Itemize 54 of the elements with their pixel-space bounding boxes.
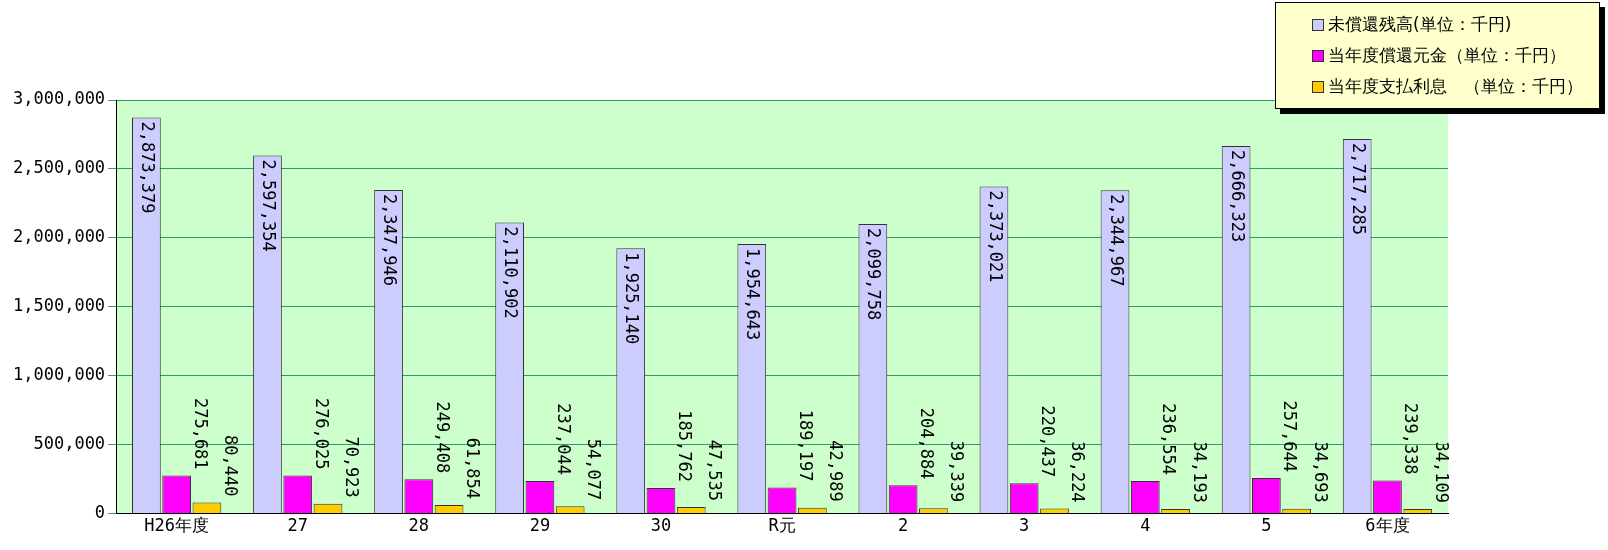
data-label: 2,373,021 [985, 190, 1006, 283]
x-tick-label: 30 [650, 515, 672, 536]
data-label: 1,925,140 [622, 252, 643, 345]
y-tick-label: 2,000,000 [12, 226, 106, 247]
data-label: 34,109 [1431, 441, 1452, 503]
x-tick-label: 27 [287, 515, 308, 536]
x-tick-label: 2 [898, 515, 909, 536]
data-label: 47,535 [705, 439, 726, 502]
data-label: 2,110,902 [501, 226, 522, 319]
data-label: 34,193 [1189, 441, 1210, 503]
data-label: 257,644 [1280, 400, 1301, 473]
legend-label: 当年度支払利息 （単位：千円） [1328, 75, 1583, 98]
data-label: 239,338 [1401, 402, 1422, 475]
data-label: 276,025 [311, 397, 332, 470]
x-tick-label: 28 [408, 515, 430, 536]
y-tick-label: 3,000,000 [12, 88, 106, 109]
data-label: 204,884 [917, 407, 938, 480]
data-label: 39,339 [947, 440, 968, 503]
data-label: 1,954,643 [743, 248, 764, 341]
data-label: 2,873,379 [137, 121, 158, 214]
data-label: 34,693 [1310, 441, 1331, 503]
data-label: 237,044 [553, 403, 574, 475]
data-label: 220,437 [1038, 405, 1059, 478]
data-label: 275,681 [190, 397, 211, 470]
x-tick-label: 5 [1261, 515, 1272, 536]
x-tick-label: 6年度 [1365, 515, 1410, 536]
data-label: 42,989 [826, 440, 847, 502]
data-label: 61,854 [463, 437, 484, 500]
data-label: 70,923 [341, 436, 362, 498]
y-tick-label: 1,000,000 [12, 364, 106, 385]
y-tick-label: 500,000 [33, 433, 106, 454]
x-tick-label: 29 [529, 515, 551, 536]
data-label: 185,762 [674, 410, 695, 482]
x-tick-label: H26年度 [144, 515, 210, 536]
data-label: 2,347,946 [380, 193, 401, 287]
x-tick-label: R元 [768, 515, 796, 536]
x-tick-label: 3 [1019, 515, 1030, 536]
data-label: 2,717,285 [1348, 142, 1369, 236]
data-label: 2,666,323 [1227, 150, 1248, 243]
data-label: 2,099,758 [864, 228, 885, 321]
y-tick-label: 0 [94, 502, 106, 523]
legend-label: 未償還残高(単位：千円) [1328, 13, 1512, 36]
data-label: 2,344,967 [1106, 194, 1127, 287]
data-label: 236,554 [1159, 403, 1180, 475]
x-tick-label: 4 [1140, 515, 1151, 536]
data-label: 2,597,354 [259, 159, 280, 252]
data-label: 54,077 [584, 438, 605, 501]
data-label: 36,224 [1068, 441, 1089, 503]
data-label: 189,197 [796, 409, 817, 482]
y-tick-label: 1,500,000 [12, 295, 106, 316]
data-label: 80,440 [220, 435, 241, 497]
legend-label: 当年度償還元金（単位：千円） [1328, 44, 1566, 67]
data-label: 249,408 [432, 401, 453, 474]
y-tick-label: 2,500,000 [12, 157, 106, 178]
